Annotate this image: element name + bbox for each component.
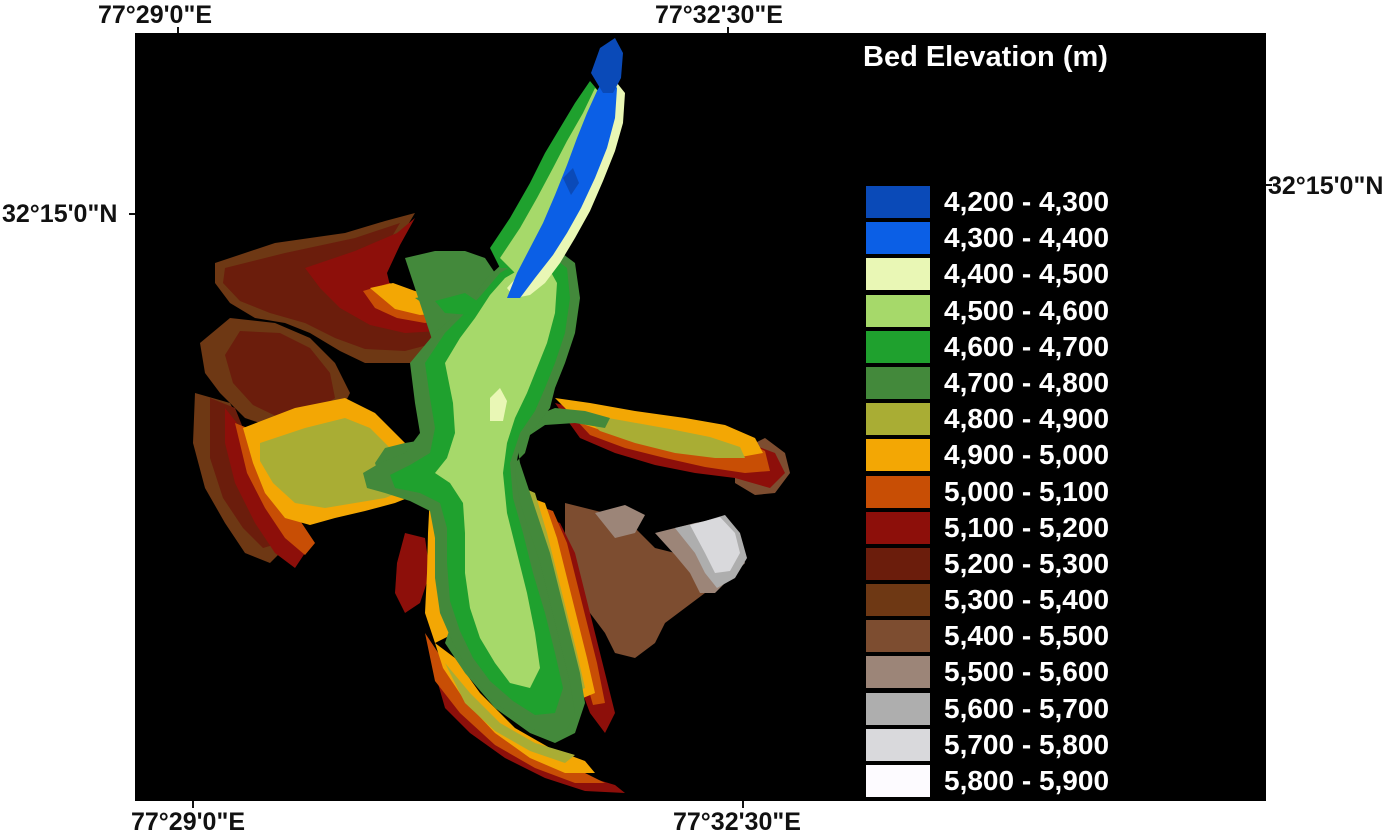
legend-swatch (866, 330, 930, 363)
legend-swatch (866, 475, 930, 508)
zone-4500-4600 (435, 265, 557, 688)
legend-swatch (866, 294, 930, 327)
legend-swatch (866, 222, 930, 255)
legend-label: 5,400 - 5,500 (944, 620, 1110, 652)
legend-label: 5,300 - 5,400 (944, 584, 1110, 616)
right-tick (1265, 184, 1272, 186)
bottom-tick-1 (192, 801, 194, 808)
zone-4200-4300 (563, 168, 579, 195)
legend-label: 5,600 - 5,700 (944, 692, 1110, 724)
zone-5000-5100 (425, 633, 605, 783)
zone-4800-4900 (580, 413, 745, 458)
legend-swatch (866, 186, 930, 218)
legend-swatch (866, 656, 930, 689)
top-tick-2 (727, 27, 729, 34)
legend-label: 4,700 - 4,800 (944, 366, 1110, 398)
legend-label: 4,200 - 4,300 (944, 186, 1110, 217)
zone-4800-4900 (445, 663, 575, 763)
legend-swatch (866, 366, 930, 399)
legend-label: 4,800 - 4,900 (944, 403, 1110, 435)
legend-swatch (866, 765, 930, 797)
legend-swatch (866, 620, 930, 653)
legend-label: 4,300 - 4,400 (944, 222, 1110, 254)
legend-label: 5,200 - 5,300 (944, 547, 1110, 579)
legend-swatch (866, 547, 930, 580)
zone-4300-4400 (507, 73, 617, 298)
left-lat-label: 32°15'0"N (2, 200, 118, 228)
legend-swatch (866, 584, 930, 617)
legend-label: 5,800 - 5,900 (944, 765, 1110, 796)
legend-label: 5,700 - 5,800 (944, 728, 1110, 760)
legend-label: 4,900 - 5,000 (944, 439, 1110, 471)
bottom-lon-label-2: 77°32'30"E (673, 808, 801, 836)
legend-swatch (866, 692, 930, 725)
zone-5700-5800 (690, 517, 740, 573)
zone-4600-4700 (490, 81, 600, 268)
legend-label: 4,400 - 4,500 (944, 258, 1110, 290)
legend-swatch (866, 728, 930, 761)
zone-4900-5000 (435, 643, 595, 773)
bottom-tick-2 (742, 801, 744, 808)
left-tick (129, 213, 136, 215)
legend-label: 4,600 - 4,700 (944, 330, 1110, 362)
top-tick-1 (177, 27, 179, 34)
legend-label: 5,500 - 5,600 (944, 656, 1110, 688)
bed-elevation-map (193, 38, 790, 793)
legend-label: 5,100 - 5,200 (944, 511, 1110, 543)
top-lon-label-1: 77°29'0"E (98, 1, 212, 29)
zone-5500-5600 (595, 505, 645, 538)
zone-5400-5500 (565, 503, 705, 658)
legend-label: 5,000 - 5,100 (944, 475, 1110, 507)
zone-5100-5200 (395, 533, 430, 613)
top-lon-label-2: 77°32'30"E (655, 1, 783, 29)
bottom-lon-label-1: 77°29'0"E (131, 808, 245, 836)
legend-title: Bed Elevation (m) (863, 41, 1108, 73)
zone-4200-4300 (591, 38, 623, 93)
map-frame: Bed Elevation (m) 4,200 - 4,300 4,300 - 4… (135, 33, 1266, 801)
legend-swatch (866, 439, 930, 472)
right-lat-label: 32°15'0"N (1268, 172, 1384, 200)
zone-5200-5300 (225, 331, 335, 418)
zone-4400-4500 (490, 388, 507, 421)
glacier-elevation-zones (193, 38, 790, 793)
zone-5100-5200 (305, 218, 440, 333)
zone-4600-4700 (435, 293, 480, 315)
legend-label: 4,500 - 4,600 (944, 294, 1110, 326)
legend-swatch (866, 511, 930, 544)
legend-swatch (866, 258, 930, 291)
legend-swatch (866, 403, 930, 436)
